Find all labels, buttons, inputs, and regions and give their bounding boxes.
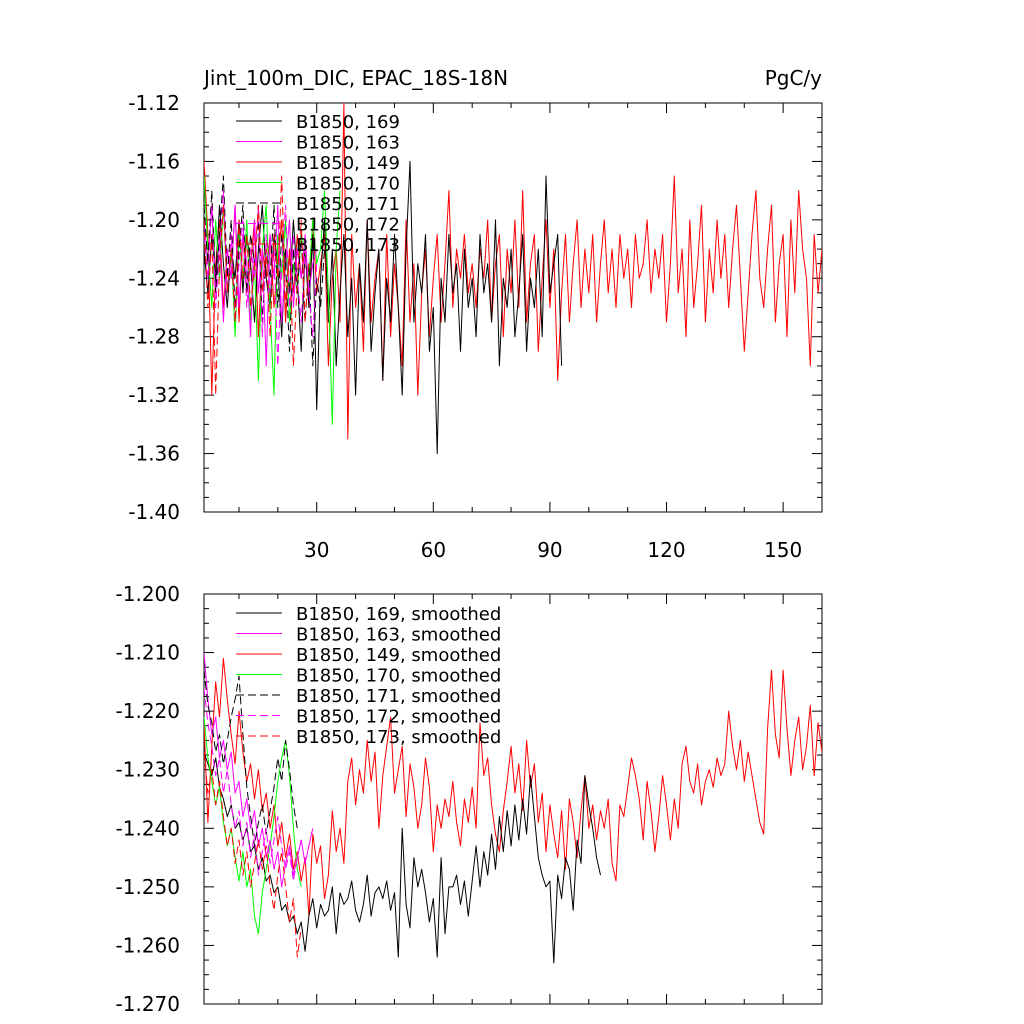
y-tick-label: -1.250 bbox=[116, 875, 180, 899]
y-tick-label: -1.200 bbox=[116, 582, 180, 606]
y-tick-label: -1.16 bbox=[128, 149, 180, 173]
legend-label: B1850, 170, smoothed bbox=[296, 666, 501, 687]
legend-label: B1850, 163 bbox=[296, 133, 400, 154]
series-line bbox=[204, 190, 318, 367]
x-tick-label: 90 bbox=[537, 538, 562, 562]
series-line bbox=[204, 670, 298, 847]
series-group bbox=[204, 103, 822, 455]
y-tick-label: -1.28 bbox=[128, 325, 180, 349]
x-tick-label: 60 bbox=[421, 538, 446, 562]
x-tick-label: 30 bbox=[304, 538, 329, 562]
legend-label: B1850, 171, smoothed bbox=[296, 686, 501, 707]
y-tick-label: -1.20 bbox=[128, 208, 180, 232]
y-tick-label: -1.230 bbox=[116, 758, 180, 782]
x-tick-label: 150 bbox=[764, 538, 802, 562]
y-tick-label: -1.210 bbox=[116, 641, 180, 665]
legend-label: B1850, 172 bbox=[296, 215, 400, 236]
series-line bbox=[204, 652, 314, 888]
series-group bbox=[204, 652, 822, 964]
legend-label: B1850, 171 bbox=[296, 194, 400, 215]
y-tick-label: -1.40 bbox=[128, 500, 180, 524]
y-tick-label: -1.260 bbox=[116, 933, 180, 957]
series-line bbox=[204, 657, 822, 917]
y-tick-label: -1.220 bbox=[116, 699, 180, 723]
legend-label: B1850, 173 bbox=[296, 235, 400, 256]
bottom-panel: -1.270 -1.260 -1.250 -1.240 -1.230 -1.220 -1.2… bbox=[116, 582, 823, 1016]
series-line bbox=[204, 752, 302, 958]
units-label: PgC/y bbox=[765, 66, 822, 90]
series-line bbox=[204, 175, 310, 396]
y-tick-label: -1.32 bbox=[128, 383, 180, 407]
legend-label: B1850, 170 bbox=[296, 174, 400, 195]
legend-label: B1850, 172, smoothed bbox=[296, 707, 501, 728]
legend-label: B1850, 169, smoothed bbox=[296, 604, 501, 625]
y-tick-label: -1.36 bbox=[128, 442, 180, 466]
legend-label: B1850, 163, smoothed bbox=[296, 625, 501, 646]
chart-title: Jint_100m_DIC, EPAC_18S-18N bbox=[202, 66, 508, 90]
legend-label: B1850, 149 bbox=[296, 153, 400, 174]
legend-label: B1850, 149, smoothed bbox=[296, 645, 501, 666]
top-panel: -1.40 -1.36 -1.32 -1.28 -1.24 -1.20 -1.16 -1.12… bbox=[128, 91, 823, 562]
x-tick-label: 120 bbox=[647, 538, 685, 562]
series-line bbox=[204, 751, 601, 964]
y-tick-label: -1.240 bbox=[116, 816, 180, 840]
y-tick-label: -1.24 bbox=[128, 266, 180, 290]
series-line bbox=[204, 687, 298, 882]
y-tick-label: -1.12 bbox=[128, 91, 180, 115]
y-tick-label: -1.270 bbox=[116, 992, 180, 1016]
legend-label: B1850, 169 bbox=[296, 112, 400, 133]
legend-label: B1850, 173, smoothed bbox=[296, 727, 501, 748]
